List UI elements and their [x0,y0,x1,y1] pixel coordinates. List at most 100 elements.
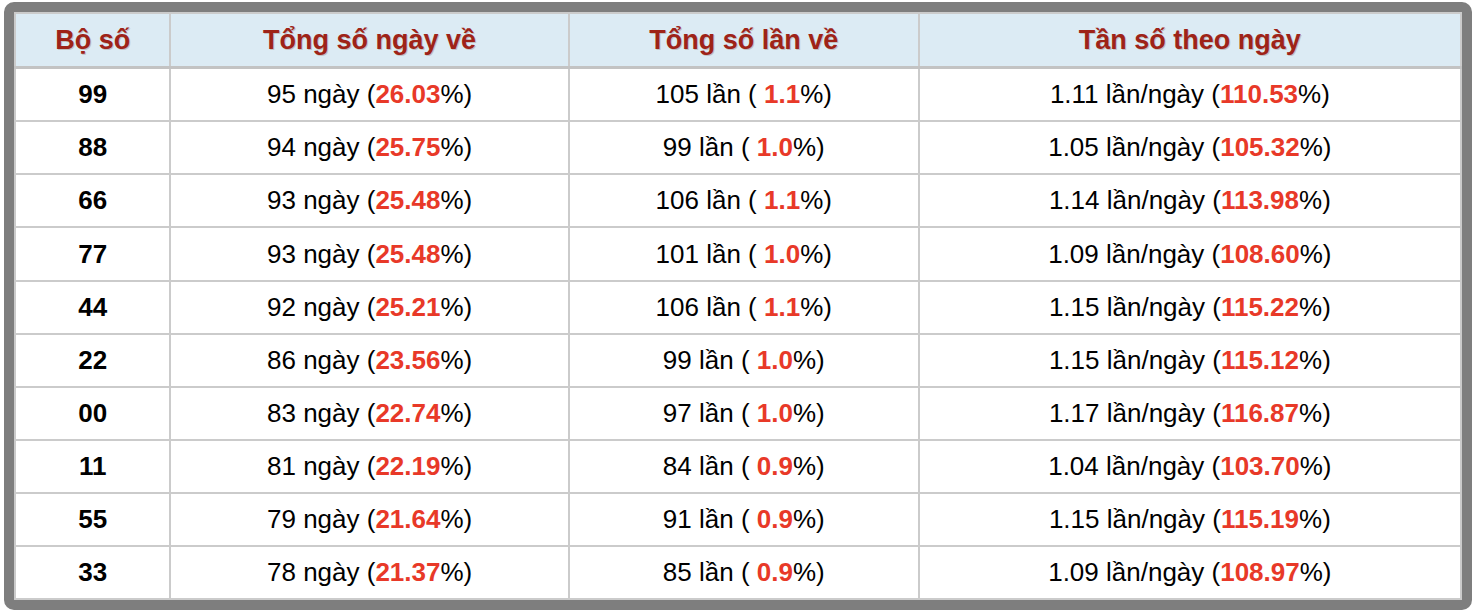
days-cell: 78 ngày (21.37%) [170,546,568,599]
days-text: 81 ngày ( [267,451,375,481]
freq-percent: 108.60 [1220,239,1300,269]
pair-cell: 33 [15,546,170,599]
days-percent: 25.48 [375,185,440,215]
freq-percent: 115.19 [1221,504,1299,534]
freq-text: 1.15 lần/ngày ( [1049,504,1221,534]
freq-text: 1.09 lần/ngày ( [1048,557,1220,587]
times-percent: 1.1 [764,292,800,322]
days-percent: 22.19 [375,451,440,481]
times-suffix: %) [793,132,825,162]
times-suffix: %) [793,345,825,375]
pair-cell: 11 [15,440,170,493]
days-percent: 23.56 [375,345,440,375]
pair-cell: 55 [15,493,170,546]
days-text: 95 ngày ( [267,79,375,109]
col-header-total-times: Tổng số lần về [569,13,919,68]
times-text: 97 lần ( [663,398,757,428]
days-cell: 83 ngày (22.74%) [170,387,568,440]
times-percent: 0.9 [757,557,793,587]
days-suffix: %) [440,504,472,534]
times-cell: 105 lần ( 1.1%) [569,68,919,122]
times-cell: 91 lần ( 0.9%) [569,493,919,546]
times-percent: 1.1 [764,185,800,215]
days-suffix: %) [440,292,472,322]
days-text: 93 ngày ( [267,185,375,215]
times-text: 99 lần ( [663,132,757,162]
times-suffix: %) [793,557,825,587]
days-percent: 25.48 [375,239,440,269]
pair-cell: 44 [15,281,170,334]
col-header-total-days: Tổng số ngày về [170,13,568,68]
freq-percent: 108.97 [1220,557,1300,587]
times-suffix: %) [800,239,832,269]
freq-suffix: %) [1300,239,1332,269]
freq-cell: 1.04 lần/ngày (103.70%) [919,440,1461,493]
freq-suffix: %) [1300,132,1332,162]
times-cell: 85 lần ( 0.9%) [569,546,919,599]
freq-cell: 1.05 lần/ngày (105.32%) [919,121,1461,174]
days-cell: 86 ngày (23.56%) [170,334,568,387]
days-percent: 22.74 [375,398,440,428]
col-header-pair: Bộ số [15,13,170,68]
times-cell: 106 lần ( 1.1%) [569,281,919,334]
times-percent: 1.0 [764,239,800,269]
times-cell: 106 lần ( 1.1%) [569,174,919,227]
table-row: 44 92 ngày (25.21%) 106 lần ( 1.1%) 1.15… [15,281,1461,334]
days-cell: 95 ngày (26.03%) [170,68,568,122]
times-text: 84 lần ( [663,451,757,481]
freq-cell: 1.15 lần/ngày (115.12%) [919,334,1461,387]
freq-percent: 110.53 [1220,79,1298,109]
times-cell: 99 lần ( 1.0%) [569,121,919,174]
freq-suffix: %) [1298,79,1330,109]
times-text: 105 lần ( [656,79,764,109]
days-text: 83 ngày ( [267,398,375,428]
freq-percent: 103.70 [1220,451,1300,481]
freq-cell: 1.09 lần/ngày (108.60%) [919,227,1461,280]
times-suffix: %) [800,79,832,109]
days-suffix: %) [440,239,472,269]
times-percent: 1.0 [757,132,793,162]
statistics-table-frame: Bộ số Tổng số ngày về Tổng số lần về Tần… [4,2,1472,610]
lottery-pair-statistics-table: Bộ số Tổng số ngày về Tổng số lần về Tần… [14,12,1462,600]
times-percent: 0.9 [757,451,793,481]
days-percent: 21.64 [375,504,440,534]
freq-text: 1.15 lần/ngày ( [1049,292,1221,322]
table-row: 99 95 ngày (26.03%) 105 lần ( 1.1%) 1.11… [15,68,1461,122]
freq-text: 1.05 lần/ngày ( [1048,132,1220,162]
table-row: 88 94 ngày (25.75%) 99 lần ( 1.0%) 1.05 … [15,121,1461,174]
freq-percent: 115.12 [1221,345,1299,375]
table-row: 11 81 ngày (22.19%) 84 lần ( 0.9%) 1.04 … [15,440,1461,493]
days-text: 78 ngày ( [267,557,375,587]
times-percent: 1.0 [757,398,793,428]
times-percent: 1.1 [764,79,800,109]
times-text: 99 lần ( [663,345,757,375]
days-percent: 25.75 [375,132,440,162]
days-percent: 26.03 [375,79,440,109]
days-cell: 79 ngày (21.64%) [170,493,568,546]
times-cell: 99 lần ( 1.0%) [569,334,919,387]
freq-text: 1.11 lần/ngày ( [1050,79,1220,109]
times-percent: 0.9 [757,504,793,534]
days-text: 79 ngày ( [267,504,375,534]
days-suffix: %) [440,451,472,481]
days-suffix: %) [440,345,472,375]
pair-cell: 88 [15,121,170,174]
days-percent: 21.37 [375,557,440,587]
table-row: 00 83 ngày (22.74%) 97 lần ( 1.0%) 1.17 … [15,387,1461,440]
times-suffix: %) [793,451,825,481]
table-row: 55 79 ngày (21.64%) 91 lần ( 0.9%) 1.15 … [15,493,1461,546]
freq-suffix: %) [1299,345,1331,375]
pair-cell: 99 [15,68,170,122]
days-suffix: %) [440,557,472,587]
freq-cell: 1.11 lần/ngày (110.53%) [919,68,1461,122]
table-row: 77 93 ngày (25.48%) 101 lần ( 1.0%) 1.09… [15,227,1461,280]
times-text: 85 lần ( [663,557,757,587]
times-suffix: %) [800,185,832,215]
times-suffix: %) [793,398,825,428]
freq-text: 1.17 lần/ngày ( [1049,398,1221,428]
days-text: 86 ngày ( [267,345,375,375]
times-cell: 101 lần ( 1.0%) [569,227,919,280]
days-cell: 92 ngày (25.21%) [170,281,568,334]
freq-text: 1.14 lần/ngày ( [1049,185,1221,215]
freq-cell: 1.09 lần/ngày (108.97%) [919,546,1461,599]
